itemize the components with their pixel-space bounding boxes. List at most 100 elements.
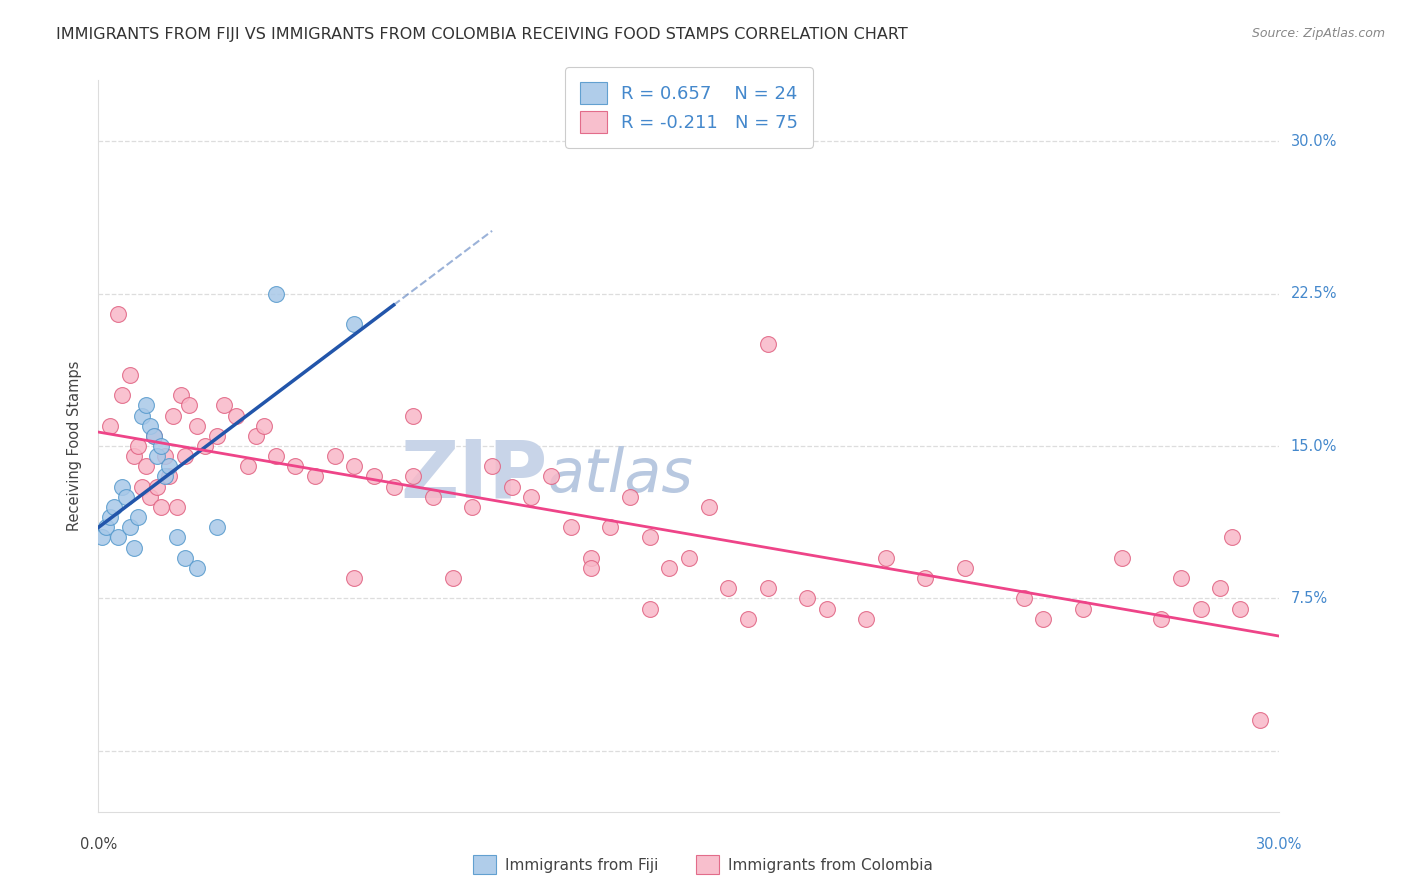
Point [174, 550, 197, 565]
Point [142, 429, 165, 443]
Point [186, 418, 208, 433]
Text: IMMIGRANTS FROM FIJI VS IMMIGRANTS FROM COLOMBIA RECEIVING FOOD STAMPS CORRELATI: IMMIGRANTS FROM FIJI VS IMMIGRANTS FROM … [56, 27, 908, 42]
Point [953, 561, 976, 575]
Point [737, 612, 759, 626]
Point [236, 459, 259, 474]
Point [540, 469, 562, 483]
Point [118, 520, 141, 534]
Point [98, 510, 121, 524]
Point [343, 571, 366, 585]
Point [855, 612, 877, 626]
Point [127, 510, 149, 524]
Point [177, 398, 200, 412]
Point [122, 449, 145, 463]
Point [560, 520, 582, 534]
Y-axis label: Receiving Food Stamps: Receiving Food Stamps [67, 360, 83, 532]
Point [214, 398, 236, 412]
Point [658, 561, 681, 575]
Text: Source: ZipAtlas.com: Source: ZipAtlas.com [1251, 27, 1385, 40]
Point [115, 490, 138, 504]
Point [1111, 550, 1133, 565]
Point [155, 469, 177, 483]
Point [815, 601, 838, 615]
Text: ZIP: ZIP [399, 436, 547, 515]
Point [194, 439, 217, 453]
Point [697, 500, 720, 514]
Point [422, 490, 444, 504]
Point [111, 480, 134, 494]
Text: 30.0%: 30.0% [1257, 837, 1302, 852]
Point [205, 429, 228, 443]
Point [264, 449, 287, 463]
Point [875, 550, 897, 565]
Point [150, 500, 173, 514]
Point [264, 286, 287, 301]
Point [756, 581, 779, 595]
Text: 15.0%: 15.0% [1291, 439, 1337, 453]
Text: 30.0%: 30.0% [1291, 134, 1337, 149]
Point [138, 490, 160, 504]
Point [166, 530, 188, 544]
Point [155, 449, 177, 463]
Point [1229, 601, 1251, 615]
Point [186, 561, 208, 575]
Point [343, 317, 366, 331]
Point [157, 469, 180, 483]
Point [1170, 571, 1192, 585]
Text: atlas: atlas [547, 446, 693, 504]
Point [461, 500, 484, 514]
Point [304, 469, 326, 483]
Point [481, 459, 503, 474]
Point [323, 449, 346, 463]
Point [205, 520, 228, 534]
Point [166, 500, 188, 514]
Point [402, 409, 425, 423]
Text: 0.0%: 0.0% [80, 837, 117, 852]
Point [91, 530, 114, 544]
Point [402, 469, 425, 483]
Point [162, 409, 184, 423]
Point [98, 418, 121, 433]
Point [225, 409, 247, 423]
Point [135, 398, 157, 412]
Point [796, 591, 818, 606]
Point [131, 480, 153, 494]
Point [1209, 581, 1232, 595]
Point [1032, 612, 1054, 626]
Point [1249, 714, 1271, 728]
Point [111, 388, 134, 402]
Point [146, 449, 169, 463]
Point [150, 439, 173, 453]
Point [756, 337, 779, 351]
Point [245, 429, 267, 443]
Point [107, 530, 129, 544]
Point [284, 459, 307, 474]
Point [914, 571, 936, 585]
Point [174, 449, 197, 463]
Point [96, 520, 118, 534]
Point [363, 469, 385, 483]
Point [142, 429, 165, 443]
Point [520, 490, 543, 504]
Point [599, 520, 621, 534]
Text: 22.5%: 22.5% [1291, 286, 1337, 301]
Point [441, 571, 464, 585]
Point [1189, 601, 1212, 615]
Point [717, 581, 740, 595]
Point [678, 550, 700, 565]
Point [638, 530, 661, 544]
Legend: R = 0.657    N = 24, R = -0.211   N = 75: R = 0.657 N = 24, R = -0.211 N = 75 [565, 68, 813, 147]
Point [118, 368, 141, 382]
Point [382, 480, 405, 494]
Point [1220, 530, 1243, 544]
Point [122, 541, 145, 555]
Point [138, 418, 160, 433]
Point [253, 418, 276, 433]
Point [579, 550, 602, 565]
Point [638, 601, 661, 615]
Point [170, 388, 193, 402]
Point [619, 490, 641, 504]
Point [157, 459, 180, 474]
Point [1150, 612, 1173, 626]
Legend: Immigrants from Fiji, Immigrants from Colombia: Immigrants from Fiji, Immigrants from Co… [467, 849, 939, 880]
